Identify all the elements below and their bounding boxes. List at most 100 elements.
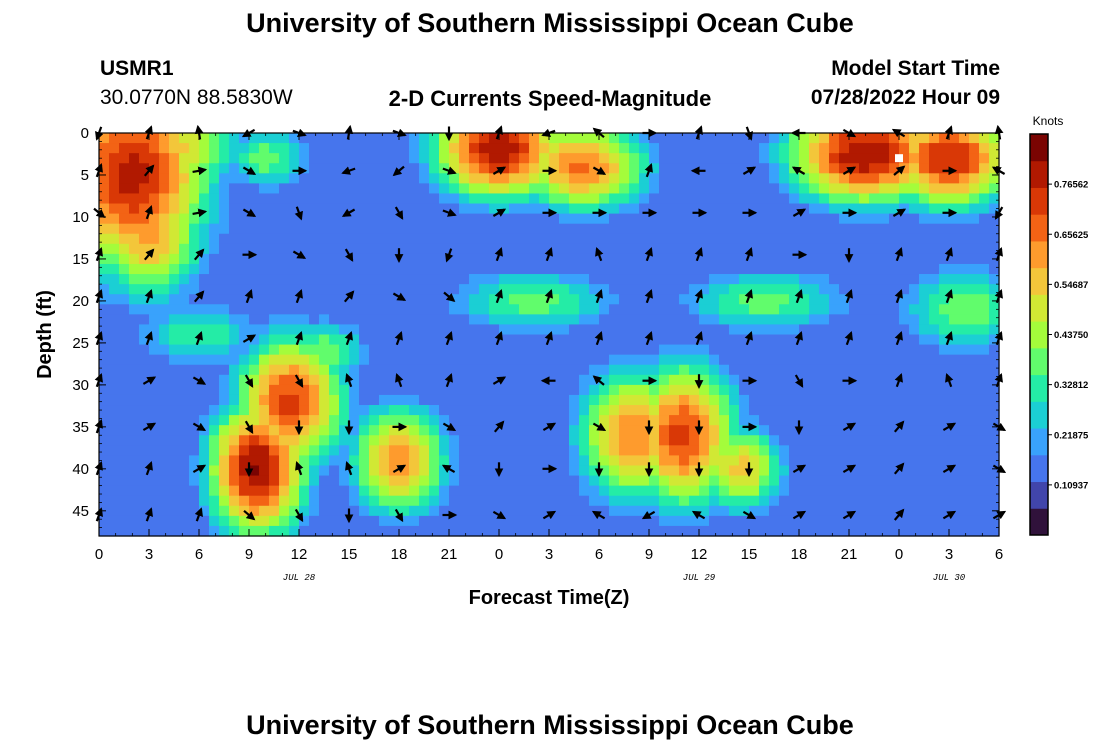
- heat-cell: [699, 284, 710, 295]
- heat-cell: [489, 284, 500, 295]
- heat-cell: [269, 213, 280, 225]
- heat-cell: [579, 153, 590, 164]
- heat-cell: [339, 173, 350, 184]
- heat-cell: [289, 435, 300, 446]
- heat-cell: [609, 405, 620, 416]
- heat-cell: [139, 294, 150, 305]
- heat-cell: [149, 455, 160, 467]
- heat-cell: [399, 374, 410, 386]
- heat-cell: [879, 334, 890, 346]
- heat-cell: [739, 153, 750, 164]
- heat-cell: [209, 274, 220, 285]
- heat-cell: [719, 274, 730, 285]
- heat-cell: [159, 304, 170, 315]
- heat-cell: [899, 364, 910, 376]
- heat-cell: [419, 263, 430, 275]
- heat-cell: [909, 213, 920, 225]
- heat-cell: [579, 364, 590, 376]
- heat-cell: [759, 294, 770, 305]
- heat-cell: [139, 435, 150, 446]
- heat-cell: [479, 515, 490, 527]
- heat-cell: [409, 354, 420, 366]
- heat-cell: [889, 213, 900, 225]
- heat-cell: [99, 294, 110, 305]
- heat-cell: [269, 233, 280, 245]
- heat-cell: [499, 394, 510, 406]
- heat-cell: [219, 344, 230, 356]
- heat-cell: [419, 515, 430, 527]
- heat-cell: [339, 334, 350, 346]
- heat-cell: [979, 374, 990, 386]
- heat-cell: [939, 314, 950, 326]
- current-vector: [742, 510, 757, 520]
- heat-cell: [489, 153, 500, 164]
- heat-cell: [969, 344, 980, 356]
- heat-cell: [849, 274, 860, 285]
- heat-cell: [909, 364, 920, 376]
- current-vector: [144, 507, 153, 522]
- heat-cell: [399, 284, 410, 295]
- heat-cell: [949, 384, 960, 396]
- heat-cell: [899, 324, 910, 336]
- heat-cell: [219, 173, 230, 184]
- heat-cell: [619, 475, 630, 487]
- heat-cell: [259, 354, 270, 366]
- heat-cell: [689, 405, 700, 416]
- heat-cell: [829, 263, 840, 275]
- heat-cell: [519, 485, 530, 497]
- heat-cell: [259, 324, 270, 336]
- heat-cell: [449, 394, 460, 406]
- heat-cell: [719, 143, 730, 154]
- heat-cell: [319, 213, 330, 225]
- heat-cell: [989, 334, 1000, 346]
- heat-cell: [849, 213, 860, 225]
- heat-cell: [679, 364, 690, 376]
- heat-cell: [689, 193, 700, 205]
- heat-cell: [339, 324, 350, 336]
- heat-cell: [269, 163, 280, 174]
- heat-cell: [559, 344, 570, 356]
- heat-cell: [889, 485, 900, 497]
- heat-cell: [329, 213, 340, 225]
- heat-cell: [819, 415, 830, 426]
- heat-cell: [569, 354, 580, 366]
- heat-cell: [839, 445, 850, 456]
- heat-cell: [879, 233, 890, 245]
- heat-cell: [969, 153, 980, 164]
- heat-cell: [929, 475, 940, 487]
- heat-cell: [709, 465, 720, 477]
- heat-cell: [359, 485, 370, 497]
- heat-cell: [109, 243, 120, 255]
- heat-cell: [759, 425, 770, 436]
- heat-cell: [229, 425, 240, 436]
- current-vector: [942, 422, 957, 432]
- heat-cell: [129, 465, 140, 477]
- heat-cell: [669, 525, 680, 537]
- current-vector: [842, 510, 857, 520]
- heat-cell: [509, 344, 520, 356]
- heat-cell: [969, 324, 980, 336]
- heat-cell: [579, 213, 590, 225]
- heat-cell: [789, 515, 800, 527]
- heat-cell: [219, 324, 230, 336]
- speed-heatmap: [99, 133, 1000, 537]
- heat-cell: [149, 505, 160, 517]
- heat-cell: [429, 203, 440, 215]
- heat-cell: [139, 263, 150, 275]
- heat-cell: [349, 284, 360, 295]
- heat-cell: [919, 445, 930, 456]
- heat-cell: [689, 133, 700, 144]
- heat-cell: [989, 233, 1000, 245]
- heat-cell: [279, 354, 290, 366]
- heat-cell: [639, 405, 650, 416]
- heat-cell: [199, 344, 210, 356]
- heat-cell: [629, 143, 640, 154]
- heat-cell: [299, 203, 310, 215]
- heat-cell: [319, 173, 330, 184]
- heat-cell: [549, 274, 560, 285]
- heat-cell: [249, 435, 260, 446]
- heat-cell: [669, 173, 680, 184]
- heat-cell: [239, 435, 250, 446]
- heat-cell: [619, 304, 630, 315]
- heat-cell: [119, 465, 130, 477]
